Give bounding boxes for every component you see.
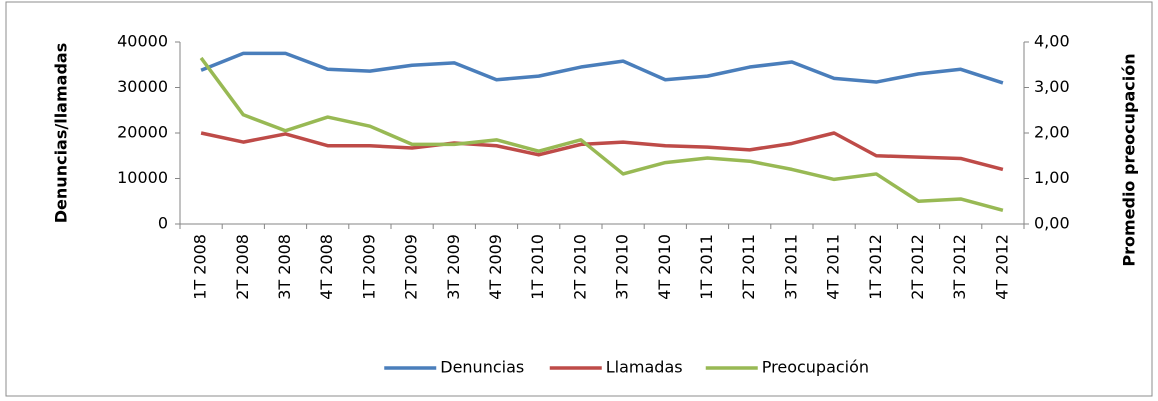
x-tick-label: 3T 2011 xyxy=(781,234,800,300)
y-tick-label: 10000 xyxy=(117,168,168,187)
x-tick-label: 3T 2008 xyxy=(275,234,294,300)
y2-axis-title: Promedio preocupación xyxy=(1120,53,1139,266)
x-tick-label: 3T 2009 xyxy=(444,234,463,300)
y-tick-label: 40000 xyxy=(117,32,168,51)
legend-label: Llamadas xyxy=(606,358,683,377)
x-tick-label: 1T 2009 xyxy=(359,234,378,300)
y2-tick-label: 2,00 xyxy=(1034,123,1070,142)
x-tick-label: 2T 2010 xyxy=(570,234,589,300)
series-line xyxy=(200,131,1004,172)
y-tick-label: 20000 xyxy=(117,123,168,142)
x-tick-label: 4T 2008 xyxy=(317,234,336,300)
y-tick-label: 0 xyxy=(158,214,168,233)
x-tick-label: 4T 2012 xyxy=(992,234,1011,300)
y2-tick-label: 0,00 xyxy=(1034,214,1070,233)
y2-tick-label: 3,00 xyxy=(1034,77,1070,96)
x-tick-label: 4T 2010 xyxy=(655,234,674,300)
legend-label: Preocupación xyxy=(762,358,869,377)
x-tick-label: 1T 2012 xyxy=(866,234,885,300)
x-tick-label: 2T 2012 xyxy=(908,234,927,300)
y-axis-title: Denuncias/llamadas xyxy=(52,43,71,223)
x-tick-label: 1T 2011 xyxy=(697,234,716,300)
x-tick-label: 2T 2009 xyxy=(402,234,421,300)
x-tick-label: 2T 2008 xyxy=(233,234,252,300)
x-tick-label: 4T 2011 xyxy=(824,234,843,300)
legend-label: Denuncias xyxy=(440,358,524,377)
x-tick-label: 4T 2009 xyxy=(486,234,505,300)
y2-tick-label: 4,00 xyxy=(1034,32,1070,51)
chart-frame xyxy=(5,1,1153,397)
x-tick-label: 3T 2010 xyxy=(613,234,632,300)
y-tick-label: 30000 xyxy=(117,77,168,96)
series-line xyxy=(199,56,1004,213)
x-tick-label: 1T 2010 xyxy=(528,234,547,300)
series-line xyxy=(200,51,1004,85)
x-tick-label: 1T 2008 xyxy=(191,234,210,300)
x-tick-label: 2T 2011 xyxy=(739,234,758,300)
y2-tick-label: 1,00 xyxy=(1034,168,1070,187)
x-tick-label: 3T 2012 xyxy=(950,234,969,300)
